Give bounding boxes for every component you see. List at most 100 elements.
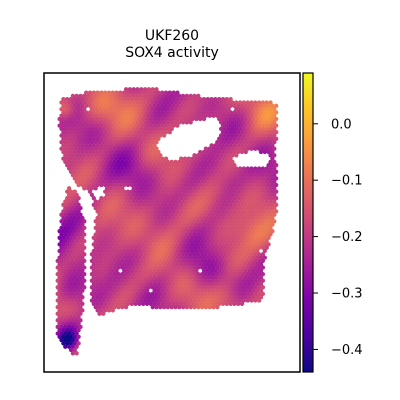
- spot: [89, 258, 95, 264]
- spot: [141, 248, 146, 254]
- spot: [76, 334, 81, 339]
- spot: [120, 245, 125, 250]
- spot: [177, 172, 182, 178]
- spot: [274, 182, 279, 188]
- spot: [255, 295, 260, 300]
- spot: [59, 337, 64, 343]
- spot: [167, 90, 172, 95]
- spot: [99, 288, 104, 293]
- spot: [236, 209, 241, 214]
- spot: [93, 199, 98, 204]
- spot: [72, 229, 77, 234]
- spot: [218, 291, 224, 297]
- spot: [253, 133, 258, 138]
- spot: [207, 245, 212, 250]
- spot: [194, 242, 199, 247]
- spot: [222, 133, 228, 138]
- spot: [101, 133, 106, 138]
- spot: [120, 199, 125, 204]
- spot: [222, 212, 228, 217]
- spot: [91, 116, 96, 122]
- spot: [247, 242, 252, 247]
- spot: [80, 136, 85, 141]
- spot: [87, 156, 93, 161]
- spot: [114, 196, 119, 201]
- spot: [95, 295, 100, 300]
- spot: [165, 225, 171, 231]
- spot: [127, 238, 133, 244]
- spot: [135, 153, 140, 158]
- spot: [91, 235, 96, 240]
- spot: [220, 268, 226, 273]
- spot: [82, 238, 87, 244]
- spot: [239, 182, 245, 188]
- spot: [199, 271, 205, 277]
- spot: [95, 130, 100, 135]
- spot: [205, 196, 210, 201]
- spot: [95, 149, 100, 155]
- spot: [154, 126, 159, 132]
- spot: [133, 156, 138, 161]
- spot: [74, 351, 79, 356]
- spot: [103, 229, 108, 234]
- spot: [198, 116, 203, 122]
- spot: [264, 113, 269, 118]
- spot: [108, 278, 114, 283]
- spot: [236, 281, 241, 287]
- spot: [228, 215, 233, 221]
- spot: [156, 255, 161, 260]
- spot: [232, 215, 237, 221]
- spot: [163, 110, 169, 115]
- spot: [177, 159, 182, 165]
- spot: [63, 258, 68, 264]
- spot: [173, 238, 178, 244]
- spot: [106, 163, 112, 168]
- spot: [201, 301, 207, 306]
- spot: [180, 159, 186, 165]
- spot: [245, 120, 250, 125]
- spot: [177, 298, 182, 303]
- spot: [253, 238, 258, 244]
- spot: [215, 139, 220, 145]
- spot: [150, 159, 155, 165]
- spot: [262, 202, 267, 207]
- spot: [120, 179, 125, 184]
- spot: [146, 212, 152, 217]
- spot: [171, 202, 176, 207]
- spot: [101, 278, 106, 283]
- spot: [135, 271, 140, 277]
- spot: [122, 288, 127, 293]
- spot: [226, 252, 231, 257]
- spot: [95, 116, 100, 122]
- spot: [171, 301, 176, 306]
- spot: [226, 225, 231, 231]
- spot: [247, 295, 252, 300]
- spot: [236, 301, 241, 306]
- spot: [154, 87, 159, 92]
- spot: [156, 275, 161, 280]
- spot: [122, 143, 127, 148]
- spot: [236, 149, 241, 155]
- spot: [84, 176, 89, 181]
- colorbar-tick-label: −0.3: [331, 287, 363, 302]
- spot: [142, 212, 148, 217]
- spot: [241, 199, 247, 204]
- spot: [82, 126, 87, 132]
- spot: [230, 113, 235, 118]
- spot: [243, 169, 248, 174]
- spot: [103, 288, 108, 293]
- spot: [266, 136, 271, 141]
- spot: [135, 93, 140, 99]
- spot: [163, 275, 169, 280]
- spot: [232, 123, 237, 128]
- spot: [114, 268, 119, 273]
- spot: [97, 245, 102, 250]
- spot: [220, 242, 226, 247]
- spot: [224, 169, 229, 174]
- spot: [247, 268, 252, 273]
- spot: [141, 156, 146, 161]
- spot: [101, 139, 106, 145]
- spot: [256, 120, 262, 125]
- spot: [125, 189, 131, 194]
- spot: [150, 271, 155, 277]
